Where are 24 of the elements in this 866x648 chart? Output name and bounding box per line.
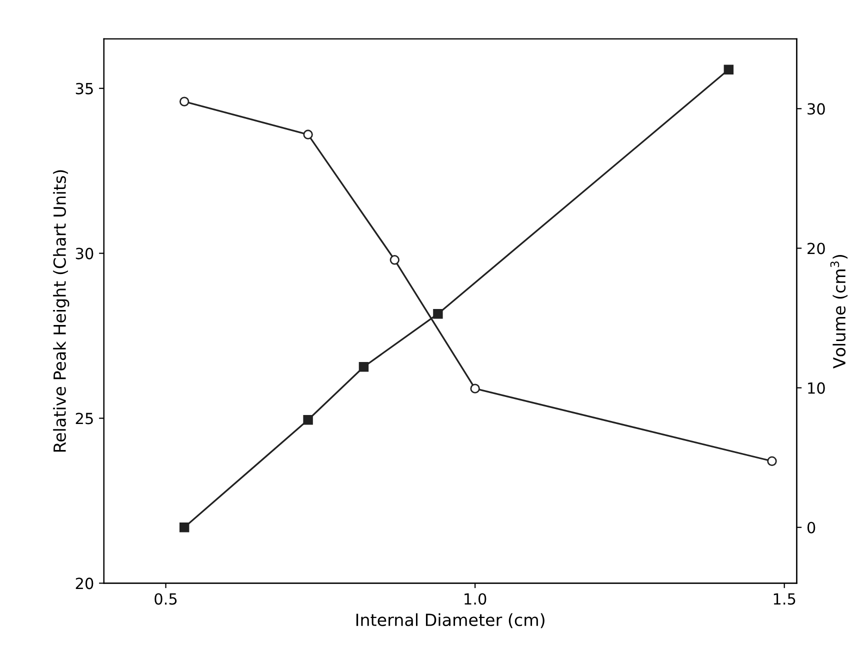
point bbox=[179, 522, 190, 532]
point bbox=[179, 96, 190, 106]
y-tick-label: 20 bbox=[76, 578, 94, 590]
point bbox=[303, 130, 313, 140]
x-tick-label: 0.5 bbox=[154, 593, 177, 605]
point bbox=[767, 456, 777, 466]
y-tick-label: 30 bbox=[76, 248, 94, 260]
y2-tick-label: 20 bbox=[808, 242, 825, 254]
point bbox=[303, 415, 313, 425]
point bbox=[358, 362, 369, 372]
point bbox=[433, 308, 443, 319]
y-tick-label: 35 bbox=[76, 82, 93, 94]
y-tick-label: 25 bbox=[76, 412, 93, 424]
y-axis-title: Relative Peak Height (Chart Units) bbox=[53, 170, 70, 452]
y2-axis-title: Volume (cm$^{3}$) bbox=[830, 255, 848, 368]
y2-tick-label: 30 bbox=[808, 103, 825, 115]
x-tick-label: 1.5 bbox=[774, 593, 796, 605]
point bbox=[724, 64, 734, 74]
x-tick-label: 1.0 bbox=[464, 593, 486, 605]
y2-tick-label: 10 bbox=[808, 382, 825, 394]
y2-tick-label: 0 bbox=[807, 522, 816, 534]
x-axis-title: Internal Diameter (cm) bbox=[356, 613, 544, 628]
point bbox=[390, 255, 400, 265]
point bbox=[470, 384, 480, 394]
